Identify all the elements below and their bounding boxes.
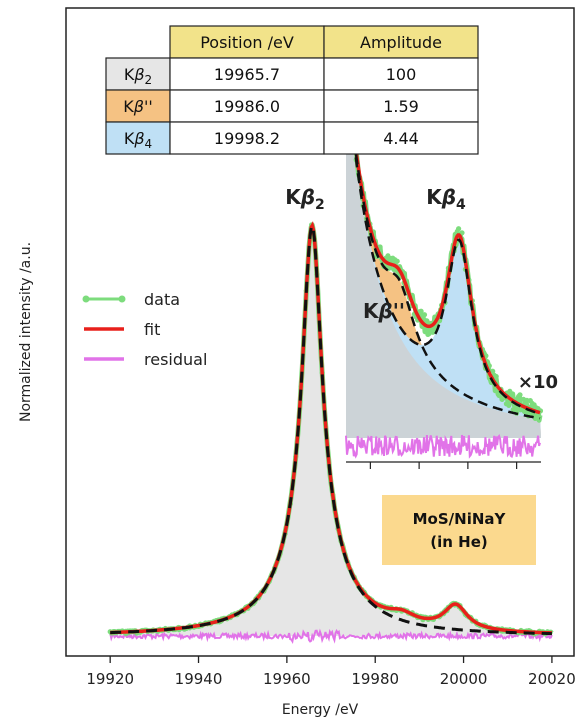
sample-condition: (in He) [430, 533, 487, 551]
peak-label-kbeta-double-prime: Kβ'' [363, 299, 405, 323]
table-amplitude-value: 4.44 [383, 129, 419, 148]
inset-zoom [343, 48, 544, 469]
inset-data-point [490, 368, 496, 374]
inset-data-point [503, 401, 509, 407]
table-cell [169, 57, 325, 91]
legend-data-marker [118, 295, 126, 303]
x-tick-label: 19980 [351, 670, 399, 688]
kbeta4-component-line [344, 61, 541, 415]
inset-data-point [493, 373, 499, 380]
inset-data-point [421, 312, 428, 318]
table-position-value: 19965.7 [214, 65, 280, 84]
magnification-label: ×10 [518, 372, 558, 393]
kbeta2-component-line [110, 222, 552, 636]
y-axis-label: Normalized intensity /a.u. [18, 242, 34, 422]
table-header-position: Position /eV [200, 33, 294, 52]
table-position-value: 19998.2 [214, 129, 280, 148]
inset-data-point [394, 258, 400, 264]
legend-data-marker [82, 295, 90, 303]
inset-data-point [391, 266, 397, 272]
inset-residual-line [345, 433, 541, 459]
residual-line [109, 628, 553, 645]
inset-fit-curve [344, 55, 541, 415]
legend-residual-label: residual [144, 350, 207, 369]
table-amplitude-value: 100 [386, 65, 417, 84]
legend-data-label: data [144, 290, 180, 309]
table-position-value: 19986.0 [214, 97, 280, 116]
table-row-label: Kβ4 [124, 129, 152, 151]
main-residual [109, 628, 553, 645]
main-component-curves [110, 222, 552, 636]
inset-data-point [527, 398, 533, 404]
table-cell [323, 57, 479, 91]
plot-frame [65, 7, 575, 657]
table-cell [323, 89, 479, 123]
sample-box: MoS/NiNaY (in He) [382, 495, 536, 565]
table-header-amplitude: Amplitude [360, 33, 442, 52]
table-cell [169, 89, 325, 123]
background-tail-area [346, 64, 541, 439]
sample-box-background [382, 495, 536, 565]
inset-data-point [517, 392, 523, 398]
legend: data fit residual [82, 290, 207, 369]
inset-data-point [425, 331, 431, 337]
kbeta2-area [110, 225, 552, 636]
inset-ticks [369, 462, 518, 469]
x-tick-label: 19940 [175, 670, 223, 688]
kbeta-double-prime-component-line [344, 58, 541, 420]
legend-fit-label: fit [144, 320, 160, 339]
peak-label-kbeta2: Kβ2 [285, 185, 325, 213]
x-axis-label: Energy /eV [282, 702, 359, 718]
x-tick-label: 19960 [263, 670, 311, 688]
sample-name: MoS/NiNaY [413, 510, 507, 528]
inset-data-point [510, 407, 516, 413]
table-cell [323, 121, 479, 155]
peak-label-kbeta4: Kβ4 [426, 185, 466, 213]
table-row-label: Kβ2 [124, 65, 152, 87]
x-tick-label: 19920 [86, 670, 134, 688]
table-row-label-cell [105, 57, 171, 91]
table-amplitude-value: 1.59 [383, 97, 419, 116]
table-header-cell [323, 25, 479, 59]
table-row-label-cell [105, 121, 171, 155]
inset-data-point [456, 226, 462, 232]
x-tick-label: 20020 [528, 670, 576, 688]
main-peak-fills [110, 225, 552, 636]
inset-fit-line [344, 55, 541, 415]
inset-component-curves [344, 58, 541, 420]
inset-data-point [418, 308, 424, 314]
x-axis-ticks: 19920 19940 19960 19980 20000 20020 [86, 656, 576, 688]
x-tick-label: 20000 [440, 670, 488, 688]
peak-parameters-table: Position /eV Amplitude Kβ2 19965.7 100 Kβ'' 19… [105, 25, 479, 155]
table-row-label: Kβ'' [123, 97, 153, 116]
inset-data-point [377, 244, 383, 250]
inset-data-point [459, 230, 465, 236]
inset-peak-fills [346, 58, 541, 439]
inset-residual [345, 433, 541, 459]
table-cell [169, 121, 325, 155]
